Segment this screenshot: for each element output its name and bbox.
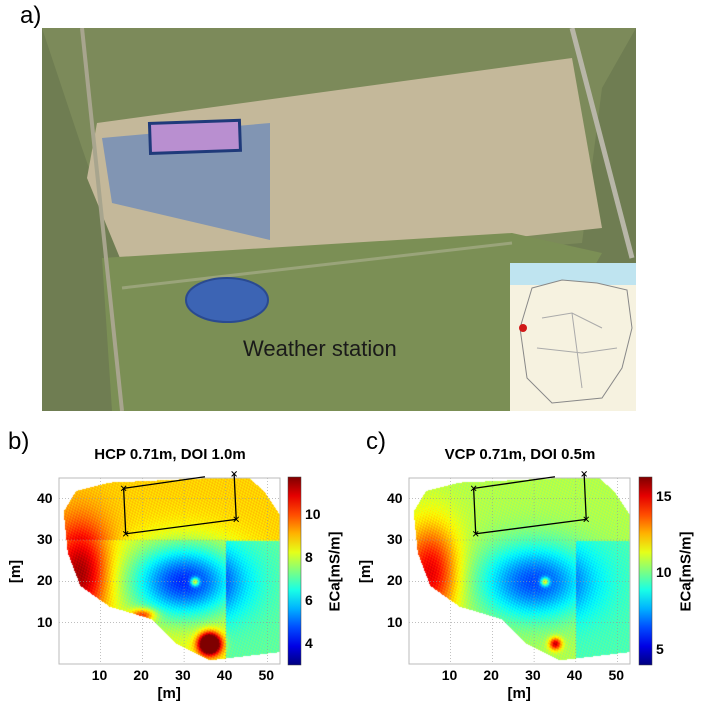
colorbar-tick-label: 6 [305,591,313,608]
corner-marker [122,530,129,537]
plot-box-edge [233,473,237,520]
x-axis-label: [m] [157,685,181,702]
corner-marker [470,485,477,492]
corner-marker [472,530,479,537]
panel-b-label: b) [8,428,30,455]
x-tick-label: 10 [91,667,108,683]
colorbar [287,476,302,666]
colorbar-tick-label: 5 [656,640,664,657]
colorbar-tick-label: 15 [656,487,672,504]
plot-box-edge [583,473,587,520]
y-tick-label: 20 [387,572,403,589]
colorbar-tick-label: 10 [305,506,321,523]
y-tick-label: 30 [37,531,53,547]
weather-station-marker [185,277,269,323]
panel-c-label: c) [366,428,386,455]
colorbar [638,476,653,666]
plot-frame [58,477,281,665]
field-box [147,118,243,156]
x-axis-label: [m] [507,685,531,702]
plot-box-edge [473,476,556,489]
y-tick-label: 10 [37,613,53,630]
y-tick-label: 40 [37,489,53,506]
x-tick-label: 20 [133,667,149,683]
plot-box-edge [472,488,587,535]
y-axis-label: [m] [356,559,374,583]
weather-station-label: Weather station [243,336,397,361]
germany-inset-map [510,263,636,411]
plot-box-edge [123,476,206,489]
y-tick-label: 20 [37,572,53,589]
heatmap-image [409,478,630,664]
x-tick-label: 20 [483,667,499,683]
y-tick-label: 40 [387,489,403,506]
plot-frame [408,477,631,665]
corner-marker [231,471,237,477]
colorbar-tick-label: 8 [305,549,313,566]
panel-a-label: a) [20,2,42,29]
corner-marker [120,485,127,492]
x-tick-label: 30 [175,667,191,683]
heatmap-image [59,478,280,664]
corner-marker [581,471,587,477]
aerial-photo [42,28,636,411]
x-tick-label: 30 [525,667,541,683]
x-tick-label: 40 [216,667,233,683]
panel-c-title: VCP 0.71m, DOI 0.5m [444,446,596,463]
location-pin-icon [519,324,527,332]
y-tick-label: 30 [387,531,403,547]
colorbar-label: ECa[mS/m] [677,530,695,612]
corner-marker [233,516,240,523]
colorbar-tick-label: 4 [305,634,313,651]
x-tick-label: 50 [608,667,625,683]
y-tick-label: 10 [387,613,403,630]
x-tick-label: 50 [258,667,275,683]
x-tick-label: 40 [566,667,583,683]
corner-marker [583,516,590,523]
colorbar-tick-label: 10 [656,564,672,581]
x-tick-label: 10 [441,667,458,683]
panel-b-title: HCP 0.71m, DOI 1.0m [94,446,246,463]
